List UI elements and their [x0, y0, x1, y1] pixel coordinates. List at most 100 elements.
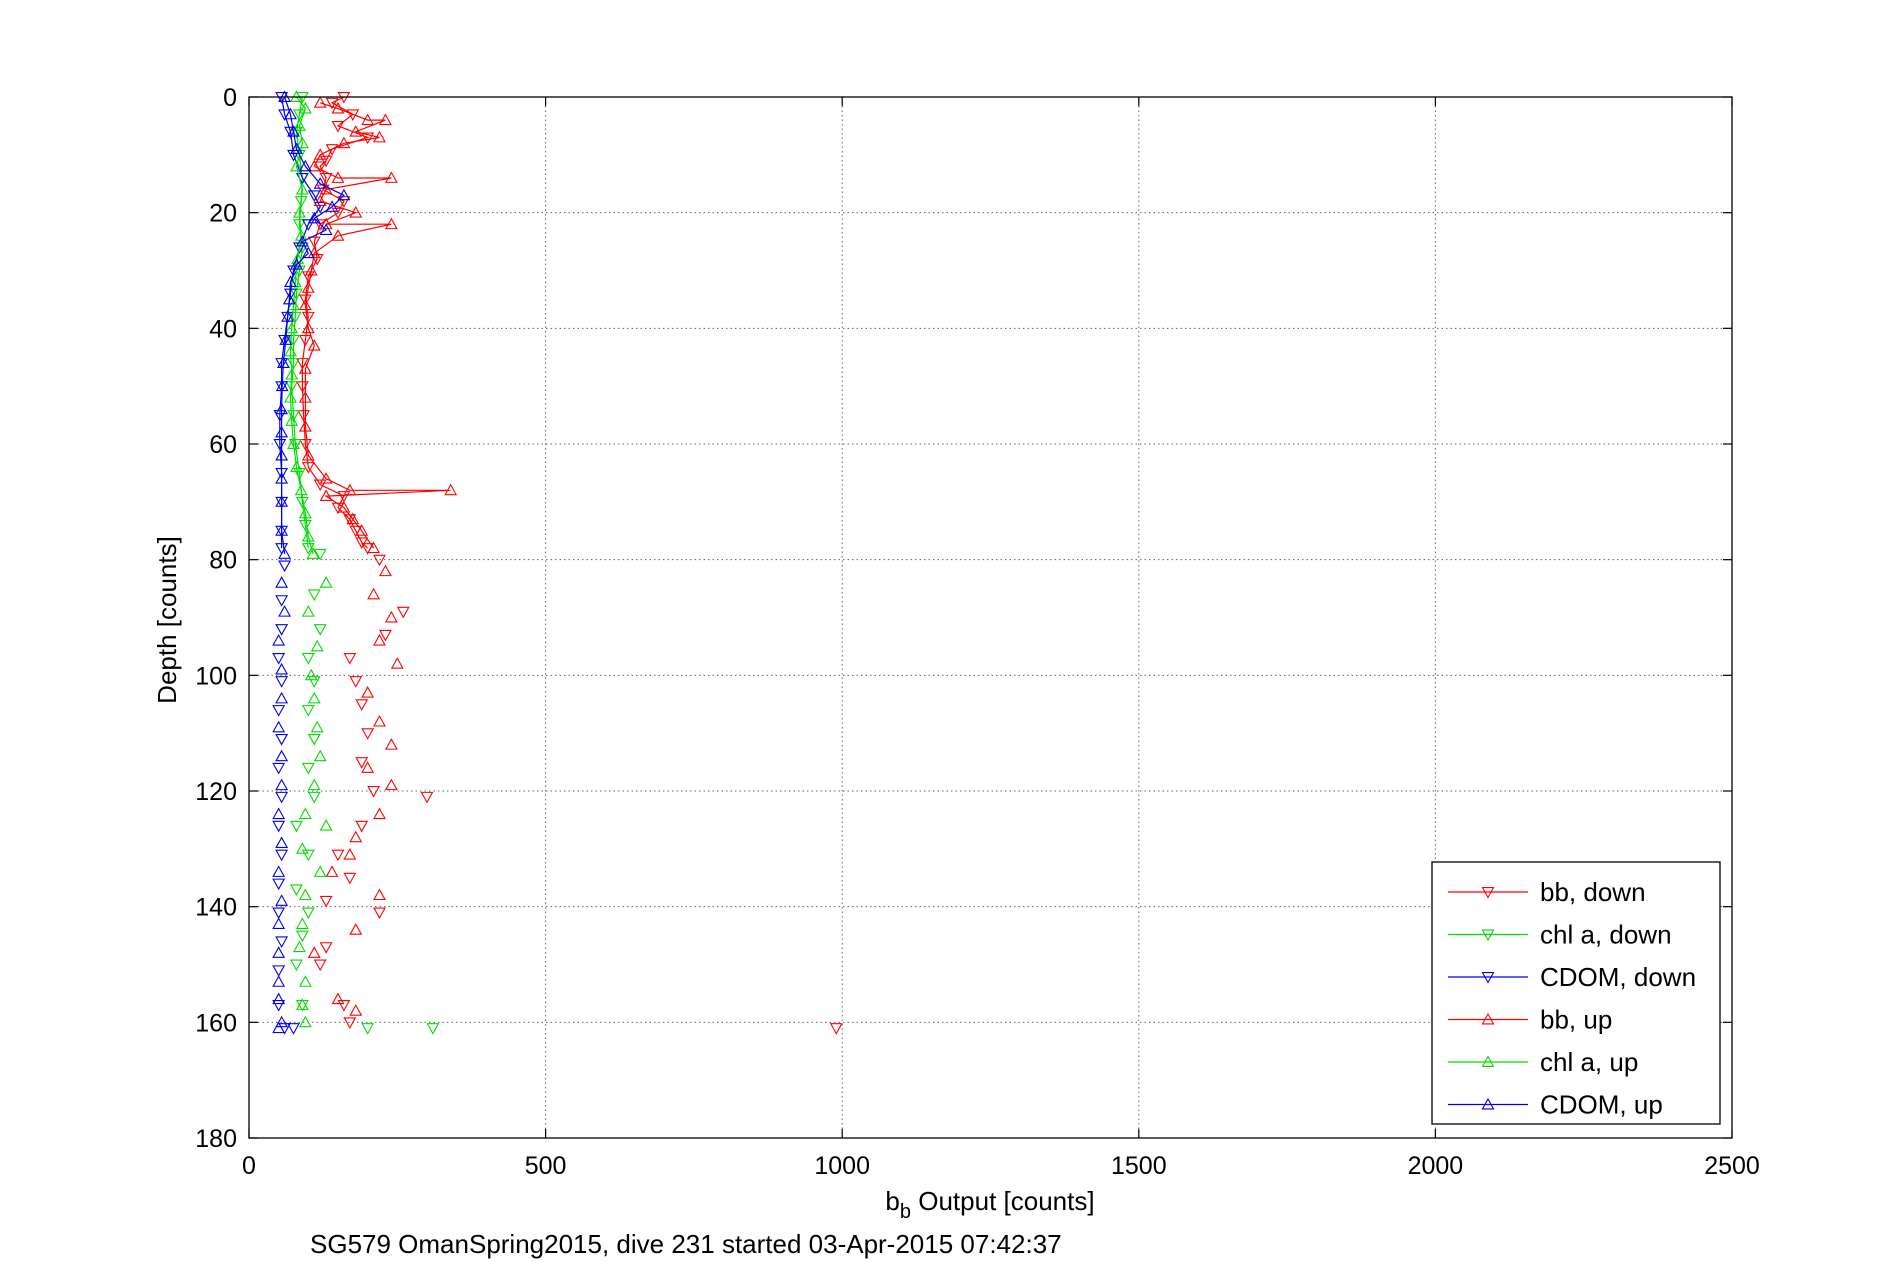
data-point — [281, 310, 294, 322]
data-point — [301, 246, 315, 259]
data-point — [319, 182, 333, 195]
ticks: 0 500 1000 1500 2000 2500 0 20 40 60 80 100 120 140 16… — [195, 84, 1760, 1180]
data-point — [349, 125, 363, 137]
x-tick-label: 2500 — [1704, 1152, 1760, 1180]
data-point — [298, 888, 312, 901]
data-point — [272, 992, 286, 1005]
data-point — [295, 998, 309, 1010]
y-tick-label: 20 — [209, 200, 237, 228]
data-point — [301, 762, 315, 775]
data-point — [337, 491, 351, 503]
data-point — [319, 173, 333, 185]
data-point — [313, 959, 327, 972]
data-point — [373, 888, 386, 901]
data-point — [325, 200, 339, 212]
data-point — [290, 159, 303, 172]
data-point — [272, 1021, 286, 1034]
data-point — [346, 512, 360, 525]
data-point — [373, 907, 386, 920]
data-point — [1481, 887, 1495, 899]
data-point — [287, 125, 300, 137]
data-point — [290, 460, 303, 473]
data-point — [272, 865, 286, 877]
data-point — [290, 820, 303, 833]
data-point — [295, 930, 309, 943]
data-point — [313, 624, 327, 636]
legend-label: bb, up — [1540, 1005, 1612, 1035]
data-point — [331, 849, 345, 862]
data-point — [307, 676, 321, 688]
data-point — [298, 420, 312, 432]
data-point — [367, 587, 381, 600]
data-point — [275, 691, 289, 704]
data-point — [275, 495, 289, 507]
data-point — [275, 733, 289, 746]
data-point — [349, 830, 363, 843]
footer-caption: SG579 OmanSpring2015, dive 231 started 0… — [310, 1229, 1062, 1259]
data-point — [319, 472, 333, 484]
data-point — [361, 1023, 375, 1035]
y-tick-label: 160 — [195, 1009, 237, 1037]
data-point — [1481, 929, 1495, 942]
series-4 — [284, 90, 333, 1028]
data-point — [275, 472, 289, 484]
data-point — [313, 548, 327, 561]
data-point — [287, 298, 300, 311]
legend-label: CDOM, down — [1540, 962, 1696, 992]
data-point — [355, 757, 369, 769]
data-point — [295, 136, 309, 149]
data-point — [292, 206, 306, 218]
data-point — [275, 836, 289, 849]
data-point — [275, 936, 289, 948]
data-point — [272, 762, 286, 775]
data-point — [298, 391, 312, 403]
data-point — [331, 229, 345, 241]
y-tick-label: 100 — [195, 662, 237, 690]
data-point — [361, 761, 375, 773]
data-point — [307, 339, 321, 351]
data-point — [295, 842, 309, 854]
data-point — [313, 194, 327, 207]
data-point — [390, 657, 404, 669]
legend-box — [1431, 861, 1721, 1125]
legend-label: chl a, up — [1540, 1047, 1638, 1077]
data-point — [275, 778, 289, 791]
data-point — [373, 714, 386, 727]
data-point — [829, 1023, 843, 1035]
data-point — [272, 946, 286, 958]
data-point — [288, 439, 302, 451]
data-point — [285, 367, 299, 380]
data-point — [444, 483, 458, 496]
data-point — [310, 253, 324, 266]
data-point — [319, 223, 333, 235]
data-point — [301, 462, 315, 474]
data-point — [275, 624, 289, 636]
data-point — [301, 321, 315, 334]
data-point — [384, 778, 398, 791]
data-point — [275, 524, 289, 536]
data-point — [307, 211, 321, 224]
x-tick-label: 0 — [242, 1152, 256, 1180]
data-point — [285, 321, 299, 334]
data-point — [349, 206, 363, 218]
data-point — [1481, 972, 1495, 984]
x-axis-label: bb Output [counts] — [885, 1186, 1094, 1223]
data-point — [275, 662, 289, 675]
data-point — [279, 333, 293, 345]
data-point — [307, 236, 321, 249]
data-point — [355, 537, 369, 549]
data-point — [331, 101, 345, 114]
data-point — [367, 541, 381, 554]
data-point — [294, 483, 308, 496]
data-point — [272, 917, 286, 929]
data-point — [275, 402, 289, 415]
data-point — [298, 294, 312, 307]
y-tick-label: 60 — [209, 431, 237, 459]
data-point — [337, 500, 351, 513]
data-point — [307, 190, 321, 202]
data-point — [298, 298, 312, 311]
data-point — [275, 791, 289, 804]
data-point — [319, 489, 333, 502]
data-point — [301, 311, 315, 324]
